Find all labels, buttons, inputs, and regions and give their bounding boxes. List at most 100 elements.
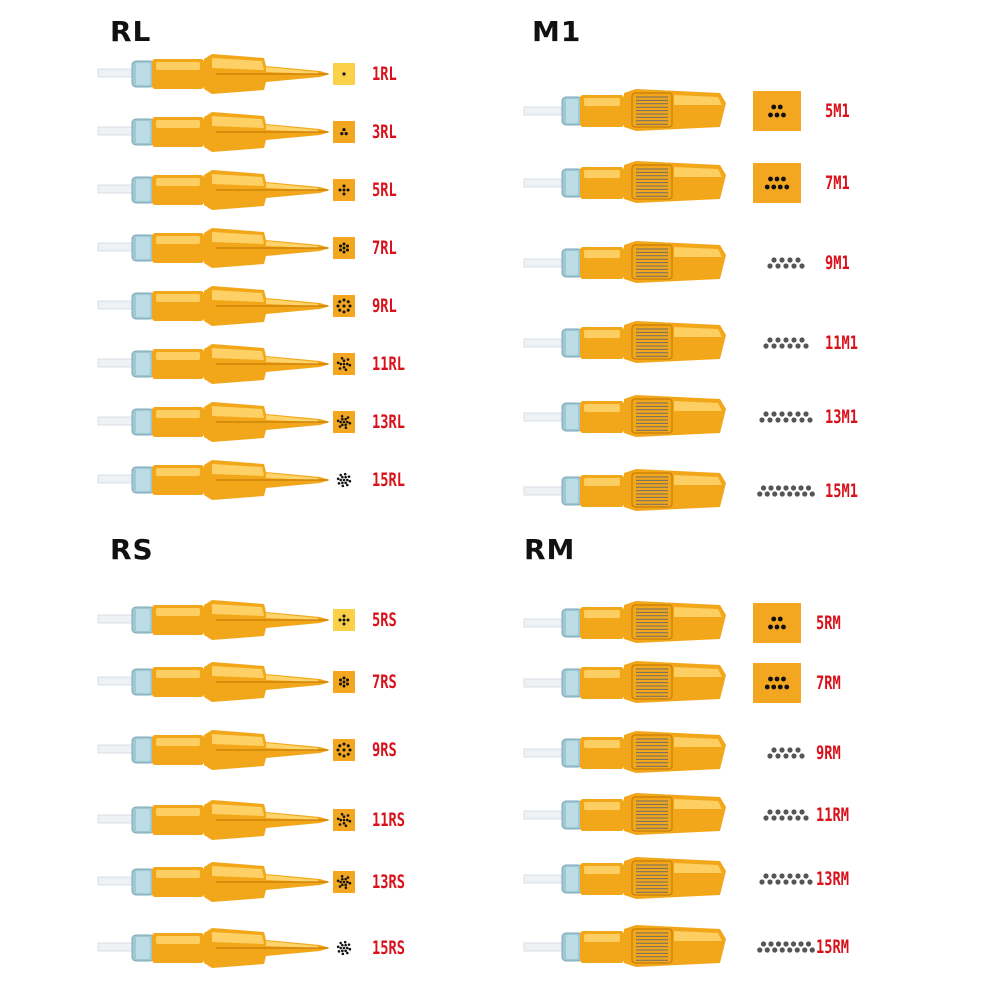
needle-dot [339, 682, 343, 686]
needle-dots [336, 298, 352, 314]
needle-dot [802, 947, 808, 953]
needle-dot [775, 879, 781, 885]
needle-dot [763, 815, 769, 821]
needle-config-swatch [333, 671, 355, 693]
needle-dot [342, 742, 346, 746]
needle-config-swatch [753, 603, 801, 643]
needle-dot [340, 415, 344, 418]
needle-dots [768, 616, 786, 630]
needle-dot [771, 343, 777, 349]
needle-dot [344, 943, 347, 947]
needle-row: 13RS [0, 860, 500, 904]
needle-row: 15RS [0, 926, 500, 970]
needle-dot [768, 676, 773, 682]
needle-label: 11M1 [825, 331, 858, 354]
cartridge-image [97, 286, 330, 326]
needle-dot [799, 263, 805, 269]
needle-config-swatch [753, 663, 801, 703]
needle-dot [341, 481, 344, 485]
needle-dot [784, 184, 790, 190]
cartridge-image [97, 662, 330, 702]
needle-dot [779, 873, 785, 879]
needle-dot [763, 343, 769, 349]
needle-config-swatch [333, 295, 355, 317]
needle-dot [338, 188, 342, 192]
needle-dot [798, 941, 804, 947]
panel-title-rm: RM [524, 533, 576, 566]
needle-dot [338, 308, 342, 312]
panel-title-rl: RL [110, 15, 152, 48]
cartridge-image [523, 469, 726, 511]
needle-row: 9M1 [500, 238, 1000, 288]
needle-config-swatch [333, 739, 355, 761]
needle-dot [791, 809, 797, 815]
needle-label: 15RL [372, 468, 405, 491]
panel-title-rs: RS [110, 533, 154, 566]
needle-label: 5RS [372, 608, 397, 631]
needle-label: 9M1 [825, 251, 850, 274]
needle-dot [787, 947, 793, 953]
needle-dot [342, 618, 346, 622]
needle-dot [795, 411, 801, 417]
needle-dot [771, 104, 777, 110]
needle-dot [803, 411, 809, 417]
needle-label: 9RS [372, 738, 397, 761]
needle-dots [757, 485, 815, 497]
needle-dot [346, 946, 349, 950]
needle-dot [346, 818, 349, 822]
needle-row: 7M1 [500, 158, 1000, 208]
needle-dot [767, 263, 773, 269]
needle-row: 7RS [0, 660, 500, 704]
needle-config-swatch [753, 481, 819, 501]
needle-dot [783, 809, 789, 815]
needle-dot [344, 824, 348, 827]
needle-dot [338, 752, 342, 756]
needle-label: 11RS [372, 808, 405, 831]
needle-dot [775, 753, 781, 759]
needle-dots [336, 472, 352, 488]
panel-title-m1: M1 [532, 15, 582, 48]
cartridge-image [97, 228, 330, 268]
needle-config-swatch [333, 353, 355, 375]
needle-dot [342, 815, 346, 818]
needle-dot [339, 946, 342, 950]
needle-dots [342, 72, 346, 76]
needle-dot [344, 132, 348, 136]
needle-dot [342, 748, 346, 752]
cartridge-image [97, 460, 330, 500]
needle-dot [342, 72, 346, 76]
needle-dots [764, 676, 790, 690]
needle-dot [342, 676, 346, 680]
needle-dot [787, 343, 793, 349]
needle-dot [338, 744, 342, 748]
cartridge-image [97, 54, 330, 94]
needle-dots [759, 411, 813, 423]
needle-dot [346, 188, 350, 192]
needle-dot [346, 752, 350, 756]
needle-dot [783, 485, 789, 491]
needle-dot [787, 491, 793, 497]
needle-config-swatch [753, 805, 819, 825]
needle-config-swatch [333, 411, 355, 433]
needle-dot [348, 479, 352, 483]
needle-dot [784, 684, 790, 690]
needle-label: 9RL [372, 294, 397, 317]
needle-row: 11RS [0, 798, 500, 842]
needle-dot [777, 184, 783, 190]
needle-label: 7M1 [825, 171, 850, 194]
needle-dot [337, 482, 341, 485]
needle-dot [799, 809, 805, 815]
needle-dot [759, 417, 765, 423]
needle-dot [344, 481, 347, 485]
needle-config-swatch [333, 937, 355, 959]
needle-dot [347, 475, 351, 478]
needle-dot [777, 684, 783, 690]
needle-row: 5RS [0, 598, 500, 642]
needle-dot [803, 873, 809, 879]
needle-config-swatch [333, 809, 355, 831]
needle-dot [768, 485, 774, 491]
needle-dot [347, 943, 351, 946]
needle-label: 13RS [372, 870, 405, 893]
needle-config-swatch [333, 237, 355, 259]
needle-dot [795, 343, 801, 349]
